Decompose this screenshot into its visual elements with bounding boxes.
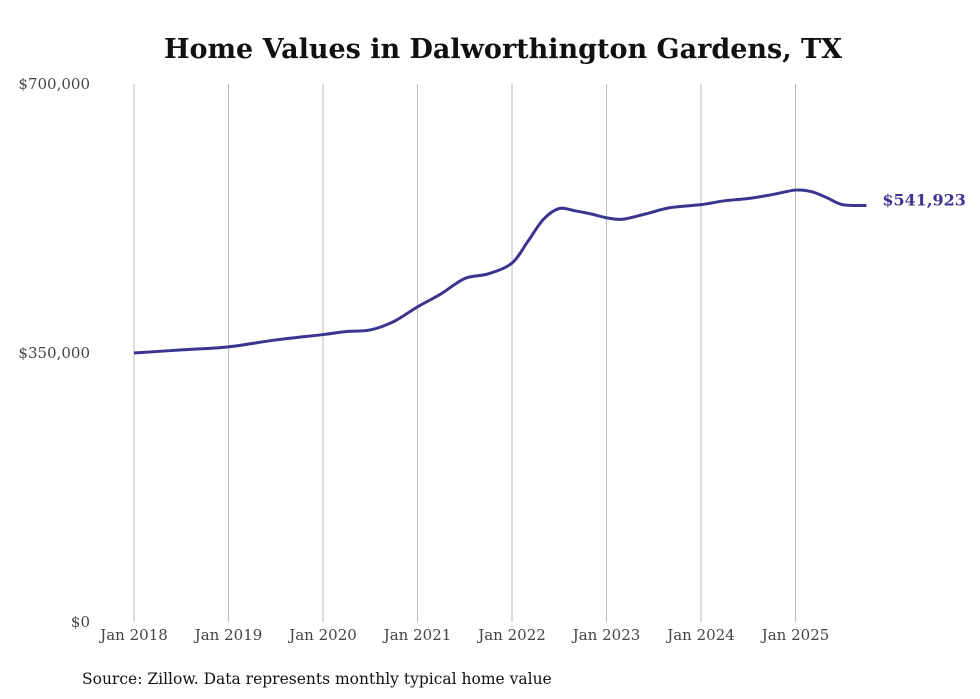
x-tick-label: Jan 2020 xyxy=(287,626,357,644)
end-value-label: $541,923 xyxy=(882,190,966,209)
x-tick-label: Jan 2023 xyxy=(571,626,641,644)
y-tick-label: $0 xyxy=(71,613,90,631)
y-tick-label: $700,000 xyxy=(18,75,90,93)
y-tick-label: $350,000 xyxy=(18,344,90,362)
chart-title: Home Values in Dalworthington Gardens, T… xyxy=(164,34,842,65)
x-tick-label: Jan 2021 xyxy=(382,626,452,644)
x-tick-label: Jan 2018 xyxy=(98,626,168,644)
x-tick-label: Jan 2022 xyxy=(476,626,546,644)
x-tick-label: Jan 2024 xyxy=(665,626,735,644)
x-tick-label: Jan 2025 xyxy=(760,626,830,644)
x-tick-label: Jan 2019 xyxy=(193,626,263,644)
series-line xyxy=(133,188,867,355)
source-note: Source: Zillow. Data represents monthly … xyxy=(82,670,552,688)
